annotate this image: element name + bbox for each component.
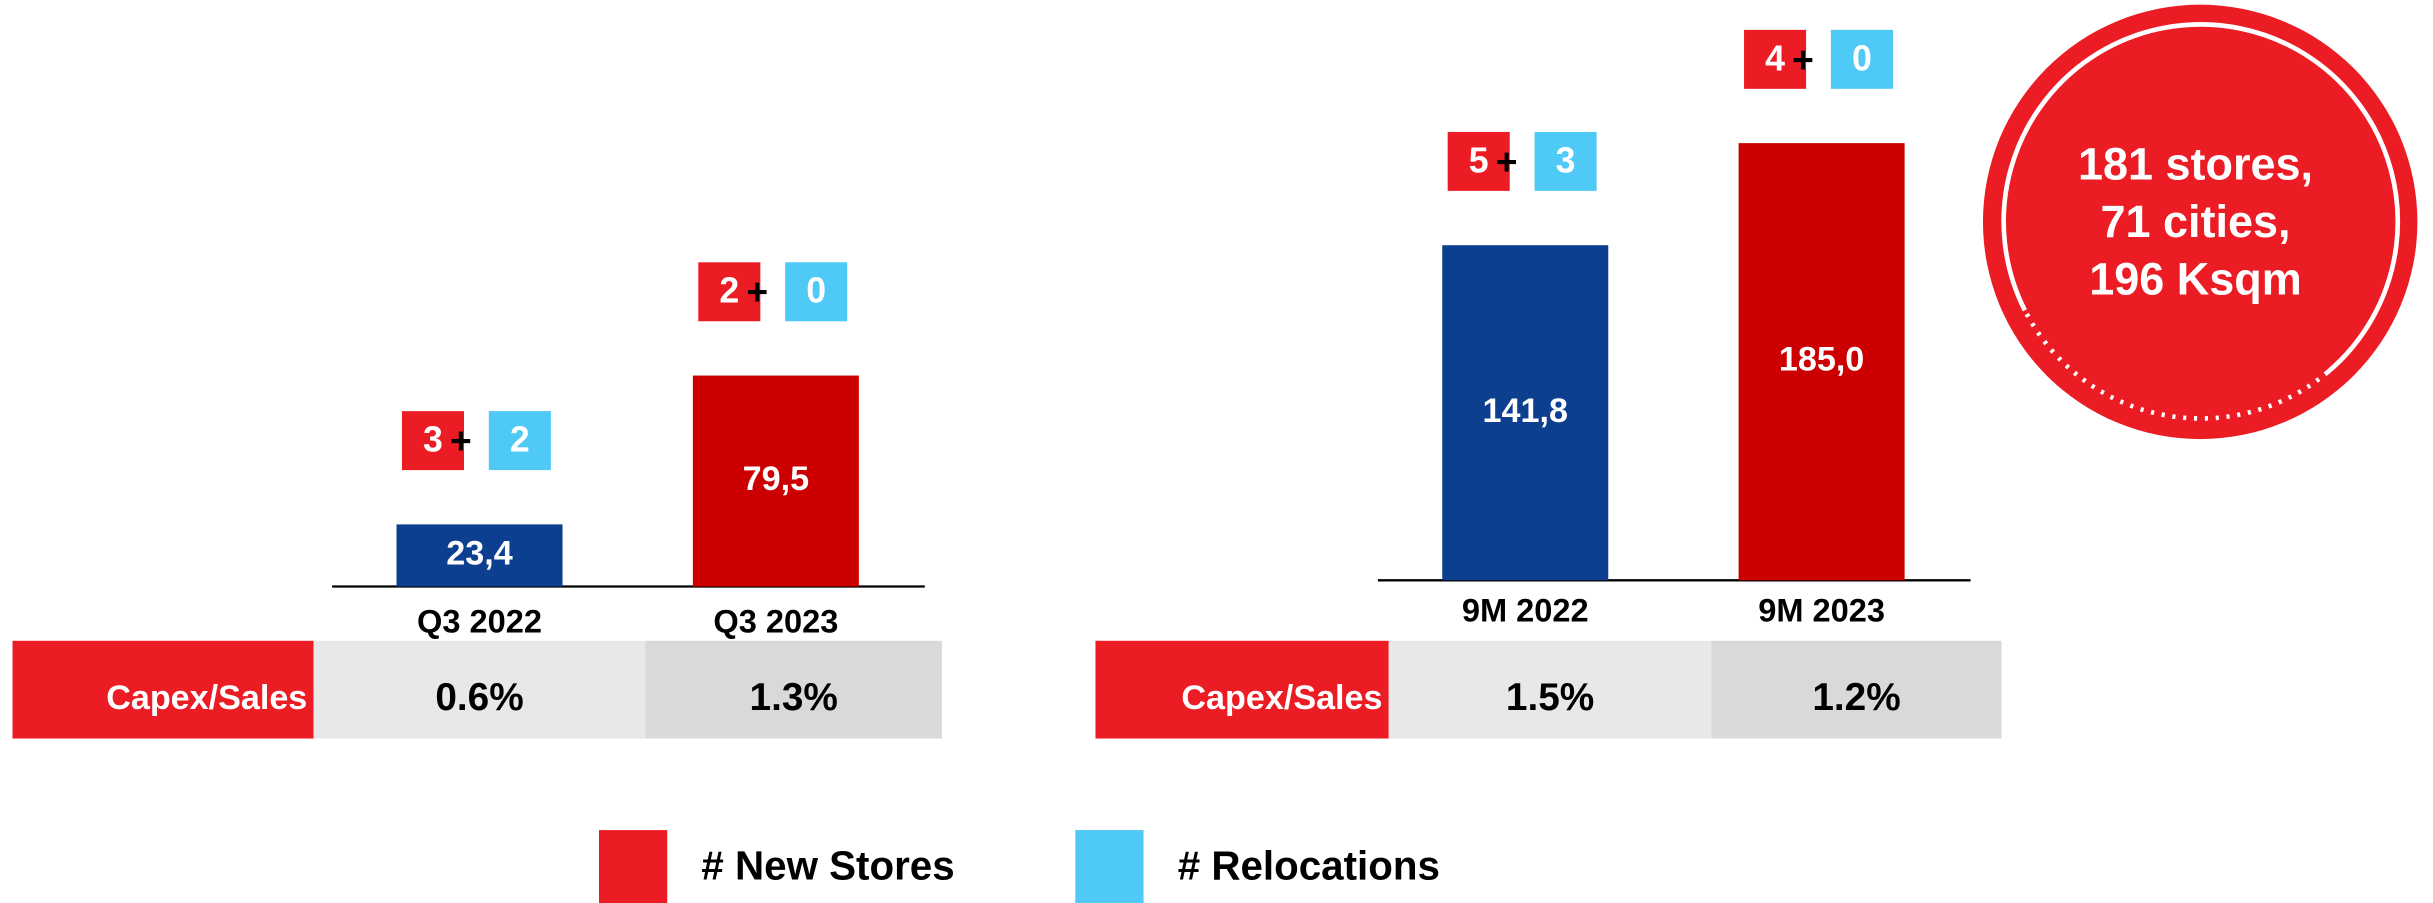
plus-sign: + [450,420,472,462]
callout-circle [1982,4,2418,440]
plus-sign: + [1496,140,1518,182]
capex-value: 0.6% [435,676,523,719]
relocations-count: 3 [1556,140,1576,180]
relocations-count: 0 [806,271,826,311]
bar-value-label: 23,4 [446,534,512,572]
capex-value: 1.5% [1506,676,1594,719]
bar-value-label: 79,5 [743,460,809,498]
plus-sign: + [1792,38,1814,80]
capex-label-cell [1095,640,1389,739]
relocations-box [488,411,551,471]
capex-label: Capex/Sales [1181,679,1382,717]
capex-label: Capex/Sales [106,679,307,717]
legend-label: # New Stores [701,843,954,889]
relocations-box [1534,131,1597,191]
plus-sign: + [746,271,768,313]
bar-value-label: 185,0 [1779,341,1864,379]
capex-cell [313,640,646,739]
bar-value-label: 141,8 [1483,392,1568,430]
capex-value: 1.3% [750,676,838,719]
x-tick-label: Q3 2022 [417,603,542,639]
new-stores-count: 5 [1469,140,1489,180]
x-tick-label: Q3 2023 [713,603,838,639]
callout-ring [2001,22,2401,375]
bar [692,375,859,587]
x-tick-label: 9M 2023 [1758,592,1885,628]
capex-cell [1388,640,1712,739]
capex-cell [645,640,942,739]
capex-label-cell [12,640,314,739]
relocations-count: 0 [1852,38,1872,78]
new-stores-count: 2 [719,271,739,311]
relocations-count: 2 [510,420,530,460]
callout-text: 71 cities, [2100,196,2290,247]
new-stores-box [698,262,761,322]
x-tick-label: 9M 2022 [1462,592,1589,628]
relocations-box [1830,29,1893,89]
bar [1442,245,1609,581]
legend-swatch [1075,830,1144,903]
bar [396,524,563,587]
callout-text: 196 Ksqm [2089,253,2302,304]
new-stores-count: 3 [423,420,443,460]
new-stores-count: 4 [1765,38,1785,78]
legend-label: # Relocations [1178,843,1440,889]
new-stores-box [401,411,464,471]
relocations-box [785,262,848,322]
legend-swatch [598,830,668,903]
capex-value: 1.2% [1812,676,1900,719]
new-stores-box [1447,131,1510,191]
callout-text: 181 stores, [2078,138,2313,189]
capex-cell [1711,640,2002,739]
new-stores-box [1744,29,1807,89]
bar [1738,143,1905,581]
